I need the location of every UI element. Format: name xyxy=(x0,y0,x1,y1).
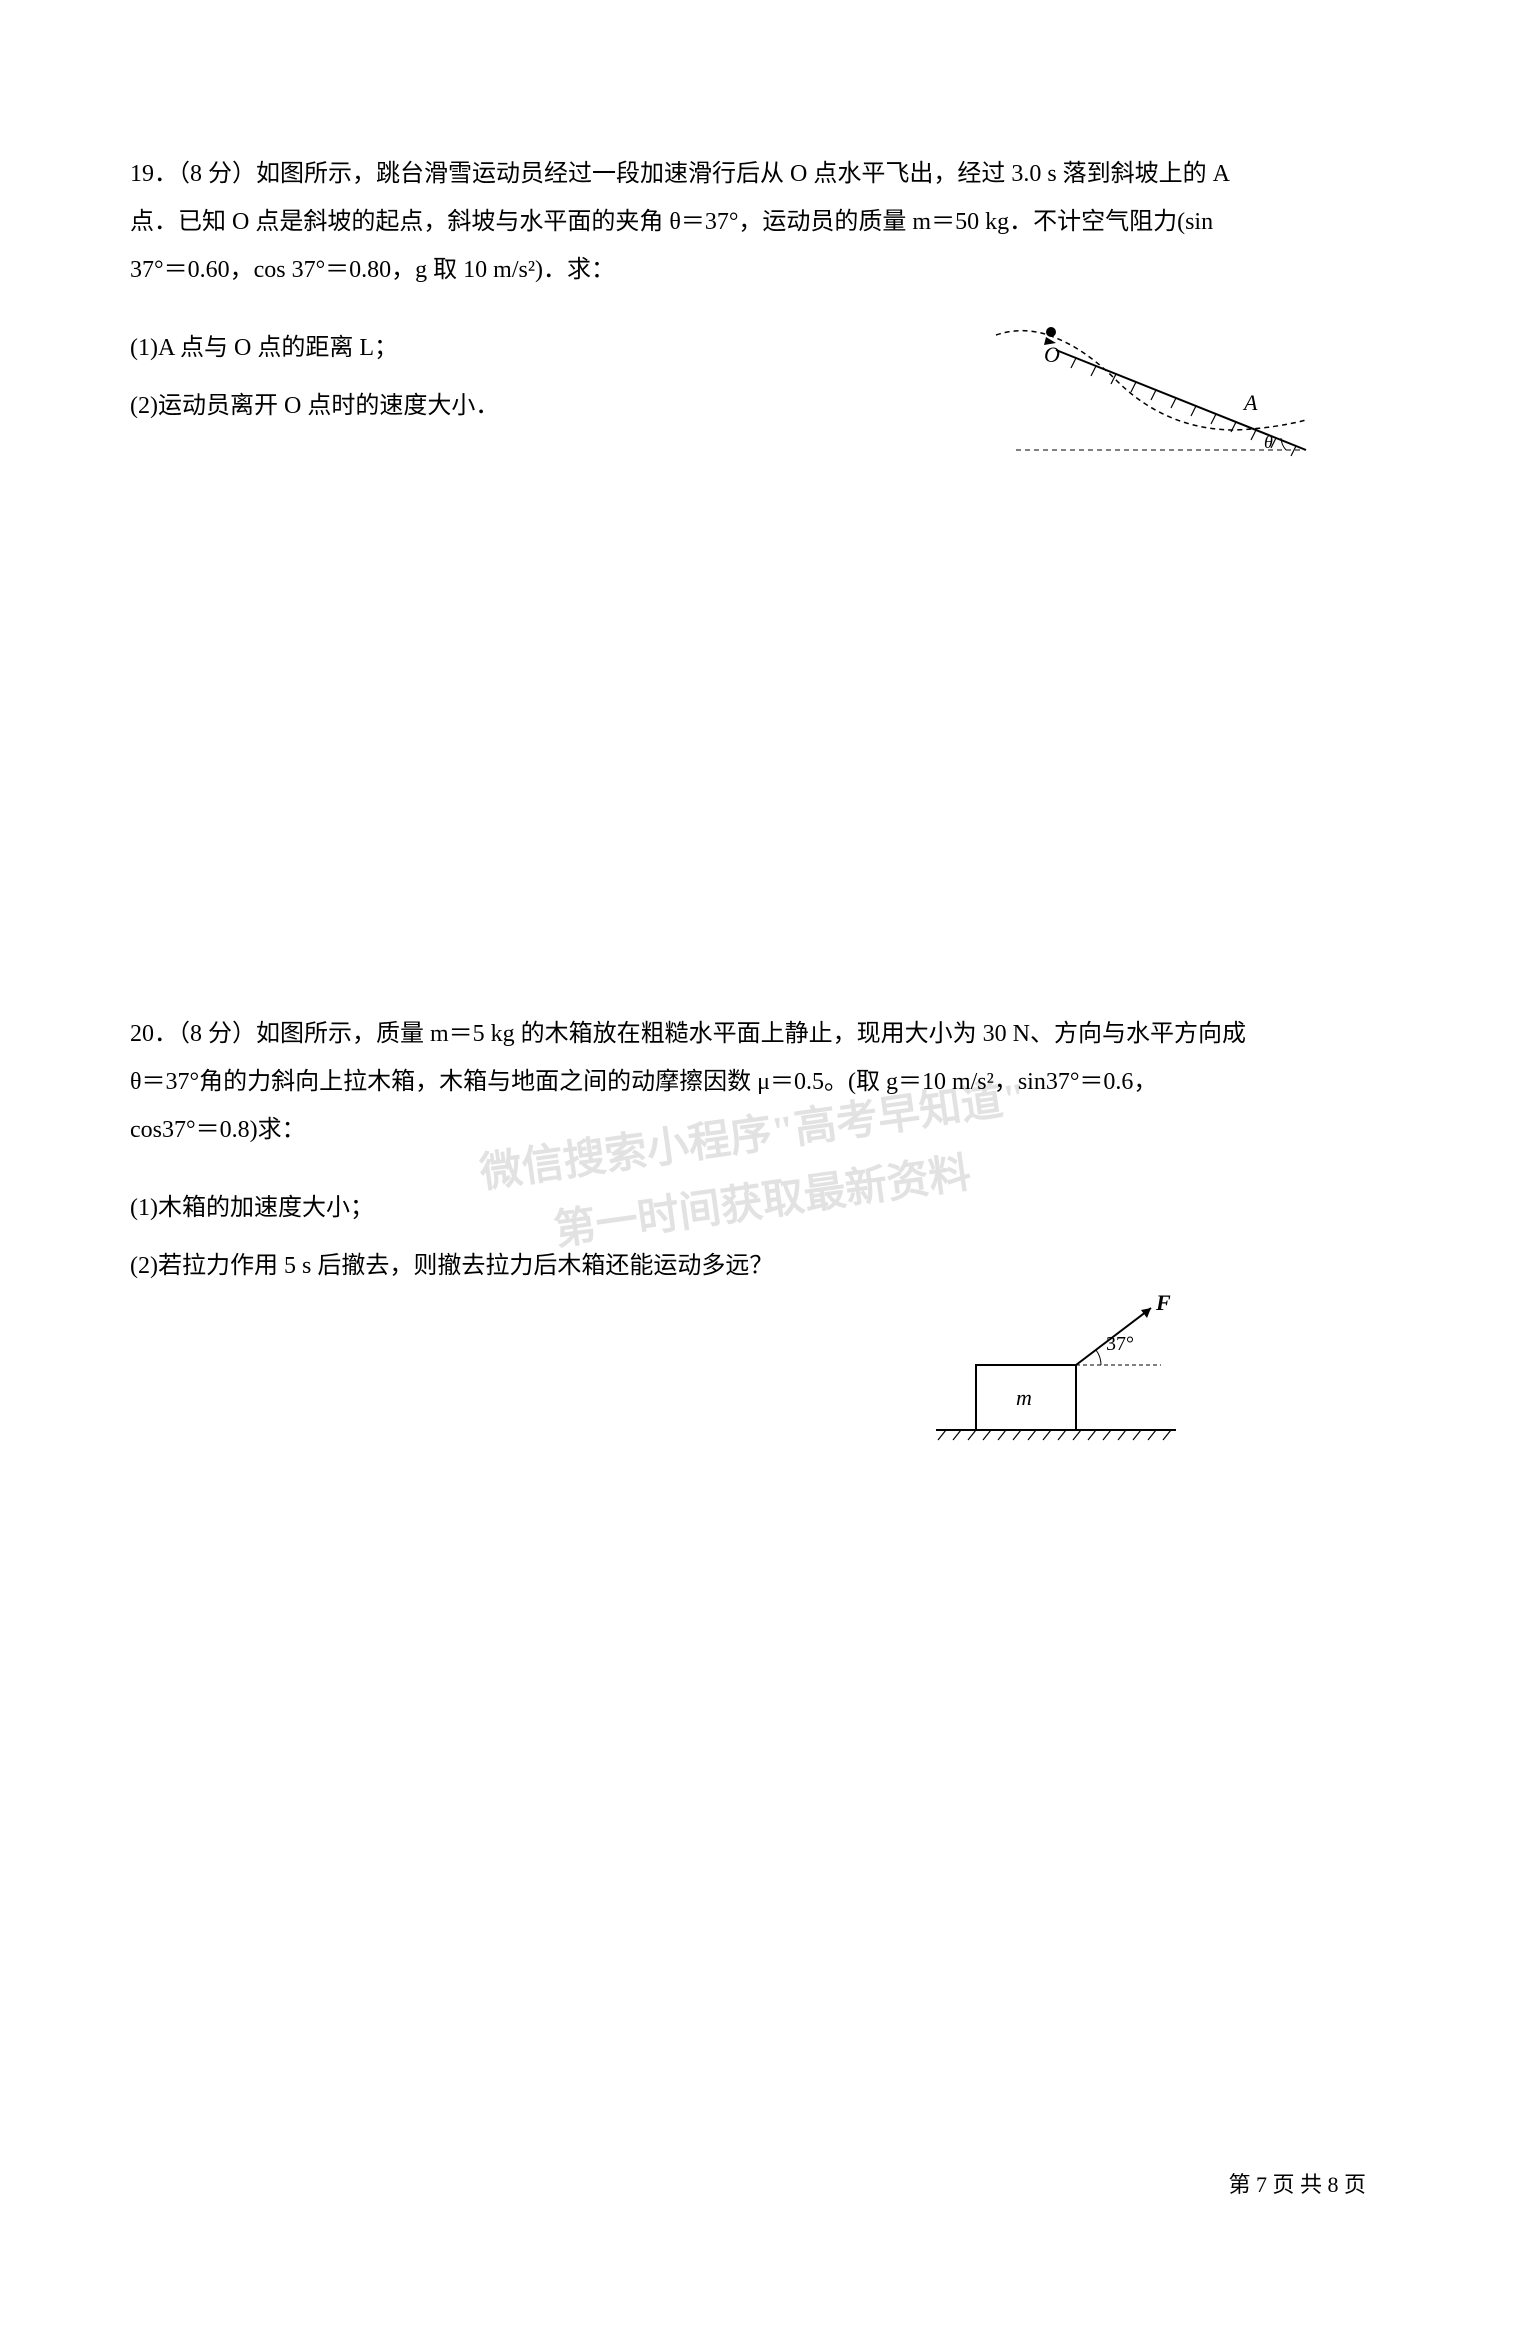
ground-hatch xyxy=(1088,1430,1096,1440)
ground-hatch xyxy=(968,1430,976,1440)
ground-hatch xyxy=(1148,1430,1156,1440)
ground-hatch xyxy=(1118,1430,1126,1440)
hatch xyxy=(1071,358,1076,368)
ground-hatch xyxy=(938,1430,946,1440)
hatch xyxy=(1091,366,1096,376)
force-arrowhead xyxy=(1141,1308,1151,1318)
slope-svg: O A θ xyxy=(986,320,1326,470)
hatch xyxy=(1131,382,1136,392)
force-angle-arc xyxy=(1096,1350,1101,1365)
trajectory-curve xyxy=(996,331,1306,430)
problem-20-line1: 如图所示，质量 m＝5 kg 的木箱放在粗糙水平面上静止，现用大小为 30 N、… xyxy=(256,1021,1246,1047)
problem-20-line2: θ＝37°角的力斜向上拉木箱，木箱与地面之间的动摩擦因数 μ＝0.5。(取 g＝… xyxy=(130,1058,1386,1106)
hatch xyxy=(1291,446,1296,456)
problem-20-sub1: (1)木箱的加速度大小； xyxy=(130,1184,1386,1232)
page-footer: 第 7 页 共 8 页 xyxy=(1228,2167,1366,2199)
hatch xyxy=(1211,414,1216,424)
hatch xyxy=(1231,422,1236,432)
ground-hatch xyxy=(1133,1430,1141,1440)
problem-19-line1: 如图所示，跳台滑雪运动员经过一段加速滑行后从 O 点水平飞出，经过 3.0 s … xyxy=(256,161,1230,187)
ground-hatch xyxy=(1103,1430,1111,1440)
box-diagram: F 37° m xyxy=(926,1290,1206,1460)
slope-diagram: O A θ xyxy=(986,320,1326,470)
skier-head xyxy=(1046,327,1056,337)
problem-19-line3: 37°＝0.60，cos 37°＝0.80，g 取 10 m/s²)．求： xyxy=(130,246,1386,294)
label-f: F xyxy=(1155,1290,1171,1315)
label-m: m xyxy=(1016,1385,1032,1410)
ground-hatch xyxy=(1028,1430,1036,1440)
ground-hatch xyxy=(1163,1430,1171,1440)
hatch xyxy=(1191,406,1196,416)
label-a: A xyxy=(1242,390,1258,415)
hatch xyxy=(1151,390,1156,400)
problem-19-number: 19． xyxy=(130,161,178,187)
problem-19: 19．（8 分）如图所示，跳台滑雪运动员经过一段加速滑行后从 O 点水平飞出，经… xyxy=(130,150,1386,430)
ground-hatch xyxy=(983,1430,991,1440)
problem-20: 20．（8 分）如图所示，质量 m＝5 kg 的木箱放在粗糙水平面上静止，现用大… xyxy=(130,1010,1386,1290)
label-o: O xyxy=(1044,342,1060,367)
ground-hatch xyxy=(1073,1430,1081,1440)
ground-hatch xyxy=(998,1430,1006,1440)
ground-hatch xyxy=(1043,1430,1051,1440)
ground-hatch xyxy=(1013,1430,1021,1440)
ground-hatch xyxy=(1058,1430,1066,1440)
problem-20-points: （8 分） xyxy=(178,1021,256,1047)
box-svg: F 37° m xyxy=(926,1290,1206,1460)
label-theta: θ xyxy=(1264,432,1273,452)
problem-20-line3: cos37°＝0.8)求： xyxy=(130,1106,1386,1154)
problem-20-sub2: (2)若拉力作用 5 s 后撤去，则撤去拉力后木箱还能运动多远？ xyxy=(130,1242,1386,1290)
problem-19-text: 19．（8 分）如图所示，跳台滑雪运动员经过一段加速滑行后从 O 点水平飞出，经… xyxy=(130,150,1386,198)
hatch xyxy=(1171,398,1176,408)
ground-hatch xyxy=(953,1430,961,1440)
problem-19-line2: 点．已知 O 点是斜坡的起点，斜坡与水平面的夹角 θ＝37°，运动员的质量 m＝… xyxy=(130,198,1386,246)
problem-19-points: （8 分） xyxy=(178,161,256,187)
label-angle: 37° xyxy=(1106,1333,1134,1355)
problem-20-number: 20． xyxy=(130,1021,178,1047)
problem-20-text: 20．（8 分）如图所示，质量 m＝5 kg 的木箱放在粗糙水平面上静止，现用大… xyxy=(130,1010,1386,1058)
hatch xyxy=(1251,430,1256,440)
